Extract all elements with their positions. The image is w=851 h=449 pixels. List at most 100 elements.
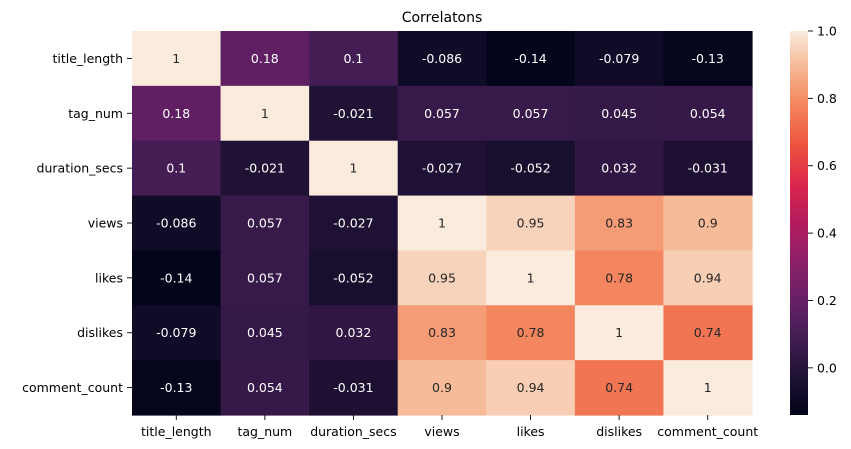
cell-annotation: 0.1: [166, 161, 186, 176]
heatmap-cell: [574, 85, 665, 142]
cell-annotation: -0.052: [333, 270, 373, 285]
heatmap-cell: [486, 195, 576, 252]
colorbar-tick-label: 0.8: [817, 91, 837, 106]
cell-annotation: -0.079: [599, 51, 639, 66]
heatmap-cell: [574, 140, 665, 197]
cell-annotation: -0.14: [514, 51, 546, 66]
cell-annotation: 0.74: [605, 380, 633, 395]
cell-annotation: -0.14: [160, 270, 192, 285]
cell-annotation: 0.1: [343, 51, 363, 66]
heatmap-cell: [486, 85, 576, 142]
y-tick-label: views: [88, 216, 123, 231]
cell-annotation: 0.9: [432, 380, 452, 395]
cell-annotation: 0.18: [162, 106, 190, 121]
x-tick-label: dislikes: [596, 424, 642, 439]
cell-annotation: 0.83: [428, 325, 456, 340]
colorbar-tick-label: 1.0: [817, 24, 837, 39]
heatmap-cell: [574, 250, 665, 306]
cell-annotation: -0.021: [245, 161, 285, 176]
y-tick-label: likes: [95, 270, 123, 285]
heatmap-cell: [663, 305, 753, 361]
cell-annotation: -0.027: [333, 216, 373, 231]
x-tick-label: duration_secs: [310, 424, 396, 439]
cell-annotation: -0.079: [156, 325, 196, 340]
y-tick-label: title_length: [52, 51, 123, 66]
heatmap-cell: [220, 305, 310, 361]
heatmap-cell: [220, 195, 310, 252]
cell-annotation: -0.13: [160, 380, 192, 395]
heatmap-cell: [397, 305, 487, 361]
cell-annotation: 0.9: [698, 216, 718, 231]
heatmap-cell: [309, 85, 399, 142]
cell-annotation: 1: [704, 380, 712, 395]
heatmap-cell: [309, 195, 399, 252]
heatmap-cell: [132, 31, 222, 87]
cell-annotation: 0.18: [251, 51, 279, 66]
x-tick-label: likes: [517, 424, 545, 439]
heatmap-cell: [486, 140, 576, 197]
heatmap-cell: [486, 250, 576, 306]
heatmap-cell: [486, 305, 576, 361]
heatmap-cell: [663, 360, 753, 416]
x-tick-label: tag_num: [237, 424, 292, 439]
cell-annotation: 0.032: [336, 325, 372, 340]
heatmap-cell: [574, 305, 665, 361]
heatmap-cell: [397, 140, 487, 197]
cell-annotation: 0.78: [517, 325, 545, 340]
y-tick-label: dislikes: [77, 325, 123, 340]
cell-annotation: -0.086: [156, 216, 196, 231]
y-tick-label: comment_count: [22, 380, 123, 395]
cell-annotation: 0.057: [247, 216, 283, 231]
heatmap-cell: [397, 195, 487, 252]
cell-annotation: 0.94: [694, 270, 722, 285]
heatmap-cell: [486, 360, 576, 416]
heatmap-cell: [309, 140, 399, 197]
heatmap-cell: [220, 140, 310, 197]
colorbar-tick-label: 0.6: [817, 158, 837, 173]
chart-title: Correlatons: [402, 10, 483, 26]
cell-annotation: 0.83: [605, 216, 633, 231]
y-tick-label: tag_num: [68, 106, 123, 121]
heatmap-cell: [132, 140, 222, 197]
cell-annotation: 0.032: [601, 161, 637, 176]
colorbar-tick-label: 0.2: [817, 293, 837, 308]
cell-annotation: 1: [261, 106, 269, 121]
cell-annotation: -0.031: [688, 161, 728, 176]
x-tick-label: title_length: [141, 424, 212, 439]
cell-annotation: 0.054: [247, 380, 283, 395]
cell-annotation: 1: [349, 161, 357, 176]
colorbar-tick-label: 0.4: [817, 226, 837, 241]
colorbar-tick-label: 0.0: [817, 360, 837, 375]
heatmap-cell: [132, 305, 222, 361]
cell-annotation: 0.057: [247, 270, 283, 285]
x-axis-ticks: title_length tag_num duration_secs views lik…: [141, 415, 758, 439]
cell-annotation: -0.021: [333, 106, 373, 121]
cell-annotation: 0.057: [513, 106, 549, 121]
cell-annotation: -0.027: [422, 161, 462, 176]
cell-annotation: -0.031: [333, 380, 373, 395]
heatmap-cell: [397, 250, 487, 306]
heatmap-annotations: 1 0.18 0.1 -0.086 -0.14 -0.079 -0.13 0.18 1 -0.02…: [156, 51, 728, 395]
colorbar: 0.0 0.2 0.4 0.6 0.8 1.0: [790, 24, 837, 415]
x-tick-label: comment_count: [657, 424, 758, 439]
heatmap-cell: [574, 360, 665, 416]
heatmap-cell: [574, 31, 665, 87]
cell-annotation: -0.052: [510, 161, 550, 176]
cell-annotation: 0.057: [424, 106, 460, 121]
heatmap-cell: [132, 250, 222, 306]
colorbar-gradient: [790, 31, 808, 415]
cell-annotation: 1: [172, 51, 180, 66]
cell-annotation: 0.74: [694, 325, 722, 340]
heatmap-cell: [220, 250, 310, 306]
heatmap-cell: [663, 250, 753, 306]
cell-annotation: -0.13: [692, 51, 724, 66]
heatmap-cell: [220, 360, 310, 416]
heatmap-cell: [220, 85, 310, 142]
heatmap-cell: [309, 31, 399, 87]
heatmap-cell: [132, 85, 222, 142]
cell-annotation: 0.054: [690, 106, 726, 121]
cell-annotation: 0.045: [601, 106, 637, 121]
heatmap-cell: [663, 195, 753, 252]
